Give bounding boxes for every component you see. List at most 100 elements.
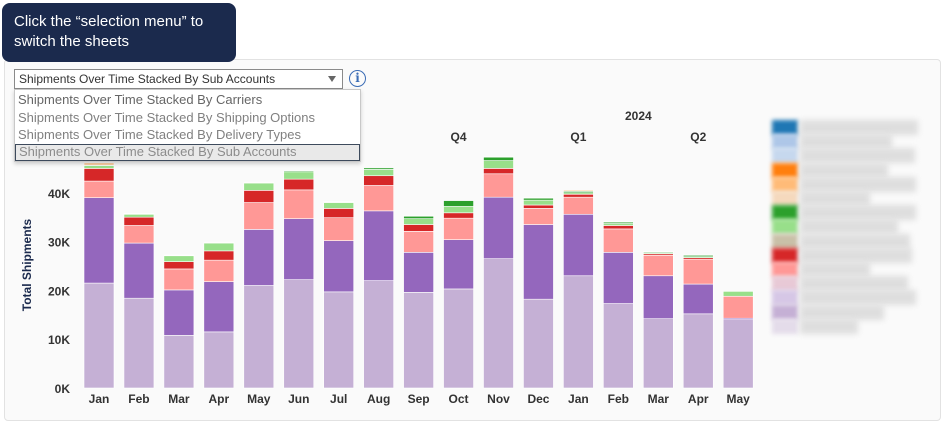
bar-segment — [203, 242, 235, 252]
bar-segment — [443, 212, 474, 219]
legend-label-blurred — [800, 162, 888, 178]
menu-option-sub-accounts[interactable]: Shipments Over Time Stacked By Sub Accou… — [15, 143, 360, 161]
bar-segment — [563, 193, 594, 198]
bar-segment — [642, 254, 674, 277]
help-tooltip: Click the “selection menu” to switch the… — [2, 3, 236, 62]
legend-label-blurred — [800, 304, 884, 320]
bar-segment — [363, 167, 394, 170]
bar-segment — [203, 250, 235, 261]
bar-segment — [163, 289, 195, 336]
bar-segment — [483, 156, 514, 161]
legend-label-blurred — [800, 176, 916, 192]
bar-segment — [163, 255, 195, 262]
bar-segment — [682, 283, 714, 315]
bar-segment — [323, 202, 355, 209]
legend-swatch — [772, 247, 798, 263]
bar-segment — [123, 212, 155, 215]
bar-segment — [363, 210, 394, 281]
bar-segment — [403, 218, 434, 225]
bar-segment — [603, 228, 634, 253]
bar-segment — [563, 190, 594, 192]
x-tick-label: Dec — [527, 392, 549, 406]
legend-swatch — [772, 120, 798, 135]
legend-label-blurred — [800, 247, 912, 263]
x-tick-label: Jul — [330, 392, 347, 406]
legend-swatch — [772, 134, 798, 150]
quarter-label: Q4 — [451, 130, 467, 144]
legend-swatch — [772, 162, 798, 178]
x-tick-label: Nov — [487, 392, 510, 406]
bar-segment — [283, 171, 315, 180]
bar-segment — [283, 279, 315, 389]
chevron-down-icon[interactable] — [328, 76, 336, 82]
x-tick-label: Apr — [209, 392, 230, 406]
x-tick-label: Aug — [367, 392, 390, 406]
bar-segment — [443, 206, 474, 214]
bar-segment — [523, 208, 554, 225]
bar-segment — [123, 297, 155, 389]
bar-segment — [83, 282, 115, 389]
year-label: 2024 — [625, 109, 652, 123]
bar-segment — [203, 281, 235, 333]
x-tick-label: Mar — [648, 392, 670, 406]
bar-segment — [163, 261, 195, 270]
legend-label-blurred — [800, 148, 915, 164]
bar-segment — [563, 213, 594, 277]
bar-segment — [483, 160, 514, 169]
sheet-selector-value: Shipments Over Time Stacked By Sub Accou… — [19, 72, 276, 86]
bar-segment — [603, 225, 634, 230]
legend-swatch — [772, 219, 798, 235]
bar-segment — [243, 285, 275, 389]
legend-label-blurred — [800, 276, 908, 292]
bar-segment — [323, 208, 355, 218]
legend-label-blurred — [800, 134, 892, 150]
legend-blurred — [772, 120, 922, 335]
legend-swatch — [772, 233, 798, 249]
bar-segment — [483, 196, 514, 259]
bar-segment — [403, 215, 434, 219]
bar-segment — [203, 241, 235, 243]
bar-segment — [283, 170, 315, 173]
legend-swatch — [772, 304, 798, 320]
bar-segment — [123, 213, 155, 218]
x-tick-label: Jan — [568, 392, 589, 406]
bar-segment — [403, 292, 434, 389]
bar-segment — [682, 258, 714, 285]
legend-swatch — [772, 318, 798, 334]
bar-segment — [363, 175, 394, 186]
menu-option-shipping-options[interactable]: Shipments Over Time Stacked By Shipping … — [18, 109, 315, 125]
legend-label-blurred — [800, 219, 898, 235]
info-icon[interactable]: i — [349, 70, 366, 87]
tooltip-text: Click the “selection menu” to switch the… — [14, 13, 204, 50]
bar-segment — [523, 197, 554, 199]
bar-segment — [203, 331, 235, 389]
x-tick-label: Oct — [449, 392, 469, 406]
menu-option-carriers[interactable]: Shipments Over Time Stacked By Carriers — [18, 92, 263, 107]
legend-label-blurred — [800, 191, 870, 206]
bar-segment — [563, 275, 594, 389]
bar-segment — [283, 178, 315, 191]
bar-segment — [243, 229, 275, 286]
sheet-selector[interactable]: Shipments Over Time Stacked By Sub Accou… — [14, 69, 343, 89]
menu-option-delivery-types[interactable]: Shipments Over Time Stacked By Delivery … — [18, 127, 301, 142]
bar-segment — [323, 291, 355, 389]
bar-segment — [363, 169, 394, 177]
bar-segment — [483, 173, 514, 198]
legend-swatch — [772, 148, 798, 164]
bar-segment — [323, 240, 355, 293]
y-tick-label: 0K — [55, 382, 71, 396]
legend-label-blurred — [800, 290, 916, 306]
bar-segment — [283, 218, 315, 280]
y-tick-label: 20K — [48, 284, 70, 298]
bar-segment — [443, 239, 474, 290]
bar-segment — [443, 217, 474, 240]
bar-segment — [163, 268, 195, 291]
x-tick-label: May — [247, 392, 271, 406]
legend-label-blurred — [800, 318, 858, 334]
bar-segment — [603, 221, 634, 223]
bar-segment — [523, 199, 554, 206]
bar-segment — [83, 180, 115, 198]
bar-segment — [642, 318, 674, 389]
bar-segment — [642, 275, 674, 320]
x-tick-label: Feb — [128, 392, 149, 406]
